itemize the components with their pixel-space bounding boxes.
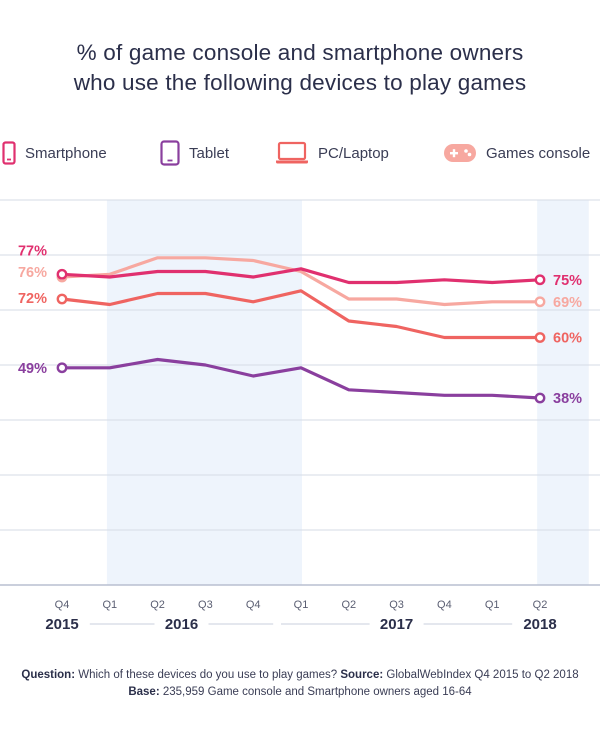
end-marker-pc-laptop	[534, 332, 546, 343]
x-tick-label: Q1	[294, 599, 309, 611]
start-label-smartphone: 77%	[18, 243, 47, 259]
series-line-smartphone	[60, 267, 542, 285]
end-label-pc-laptop: 60%	[553, 331, 582, 347]
year-band-shade	[537, 200, 589, 585]
series-line-pc-laptop	[60, 289, 542, 340]
series-markers	[56, 268, 546, 404]
x-tick-label: Q3	[389, 599, 404, 611]
start-marker-pc-laptop	[56, 293, 68, 305]
chart-title-line-2: who use the following devices to play ga…	[73, 70, 527, 95]
year-label-2017: 2017	[380, 616, 413, 633]
smartphone-icon	[2, 141, 16, 165]
chart-title: % of game console and smartphone owners …	[0, 38, 600, 98]
series-line-tablet	[60, 357, 542, 400]
end-marker-games-console	[534, 296, 546, 308]
series-lines	[60, 256, 542, 400]
legend-item-smartphone[interactable]: Smartphone	[2, 138, 107, 168]
base-text: 235,959 Game console and Smartphone owne…	[162, 686, 472, 698]
x-axis: Q4 Q1 Q2 Q3 Q4 Q1 Q2 Q3 Q4 Q1 Q2 2015 2016 2017 2018	[45, 599, 556, 633]
laptop-icon	[275, 141, 309, 165]
footer-base-line: Base: 235,959 Game console and Smartphon…	[0, 684, 600, 701]
x-tick-label: Q2	[150, 599, 165, 611]
footer: Question: Which of these devices do you …	[0, 667, 600, 701]
source-label: Source:	[340, 669, 384, 681]
legend-label-games-console: Games console	[486, 144, 591, 162]
year-label-2016: 2016	[165, 616, 198, 633]
data-labels: 76% 69% 72% 60% 77% 75% 49% 38%	[18, 243, 582, 407]
end-marker-tablet	[534, 392, 546, 404]
question-text: Which of these devices do you use to pla…	[78, 669, 338, 681]
gridlines	[0, 199, 600, 586]
end-label-tablet: 38%	[553, 391, 582, 407]
gamepad-icon	[443, 142, 477, 164]
start-label-tablet: 49%	[18, 361, 47, 377]
line-chart: 76%69%72%60%77%75%49%38% Q4 Q1 Q2 Q3 Q4 Q1 Q2 Q…	[0, 199, 600, 633]
x-tick-label: Q1	[102, 599, 117, 611]
legend-item-tablet[interactable]: Tablet	[160, 138, 229, 168]
chart-title-line-1: % of game console and smartphone owners	[76, 40, 524, 65]
legend: Smartphone Tablet PC/Laptop	[0, 138, 600, 168]
end-label-smartphone: 75%	[553, 273, 582, 289]
start-label-pc-laptop: 72%	[18, 291, 47, 307]
x-tick-label: Q1	[485, 599, 500, 611]
legend-item-pc-laptop[interactable]: PC/Laptop	[275, 138, 389, 168]
start-label-games-console: 76%	[18, 265, 47, 281]
footer-question-line: Question: Which of these devices do you …	[0, 667, 600, 684]
legend-item-games-console[interactable]: Games console	[443, 138, 590, 168]
year-label-2015: 2015	[45, 616, 78, 633]
end-marker-smartphone	[534, 274, 546, 286]
series-line-games-console	[60, 256, 542, 307]
x-tick-label: Q2	[533, 599, 548, 611]
legend-label-pc-laptop: PC/Laptop	[318, 144, 389, 162]
start-marker-tablet	[56, 362, 68, 374]
tablet-icon	[160, 140, 180, 166]
base-label: Base:	[128, 686, 160, 698]
x-tick-label: Q4	[55, 599, 70, 611]
question-label: Question:	[21, 669, 76, 681]
legend-label-tablet: Tablet	[189, 144, 230, 162]
x-tick-label: Q4	[437, 599, 452, 611]
legend-label-smartphone: Smartphone	[25, 144, 107, 162]
source-text: GlobalWebIndex Q4 2015 to Q2 2018	[386, 669, 579, 681]
year-label-2018: 2018	[523, 616, 556, 633]
x-tick-label: Q2	[341, 599, 356, 611]
x-tick-label: Q3	[198, 599, 213, 611]
start-marker-smartphone	[56, 268, 68, 280]
x-tick-label: Q4	[246, 599, 261, 611]
end-label-games-console: 69%	[553, 295, 582, 311]
